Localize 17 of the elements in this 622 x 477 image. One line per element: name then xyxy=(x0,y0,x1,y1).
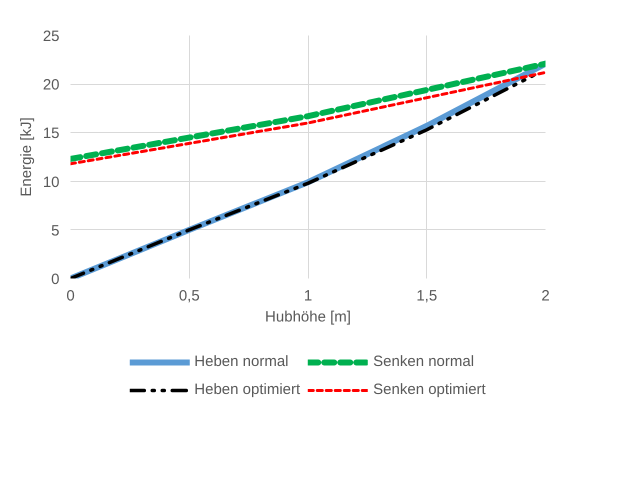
x-tick-label: 0 xyxy=(66,288,75,304)
x-axis-title: Hubhöhe [m] xyxy=(265,308,351,326)
y-tick-label: 20 xyxy=(42,76,60,94)
x-tick-label: 2 xyxy=(541,288,550,304)
y-axis-title: Energie [kJ] xyxy=(18,117,35,197)
y-tick-label: 0 xyxy=(51,271,60,288)
legend-label: Senken optimiert xyxy=(373,381,486,398)
y-tick-label: 15 xyxy=(42,125,60,142)
x-tick-label: 1,5 xyxy=(416,288,438,304)
y-tick-label: 5 xyxy=(51,222,60,240)
x-tick-label: 0,5 xyxy=(178,288,200,304)
y-tick-label: 10 xyxy=(42,174,60,191)
legend-label: Heben normal xyxy=(194,353,288,370)
y-tick-label: 25 xyxy=(42,28,60,45)
legend-label: Heben optimiert xyxy=(194,381,300,398)
x-tick-label: 1 xyxy=(304,288,312,304)
legend-label: Senken normal xyxy=(373,353,474,370)
